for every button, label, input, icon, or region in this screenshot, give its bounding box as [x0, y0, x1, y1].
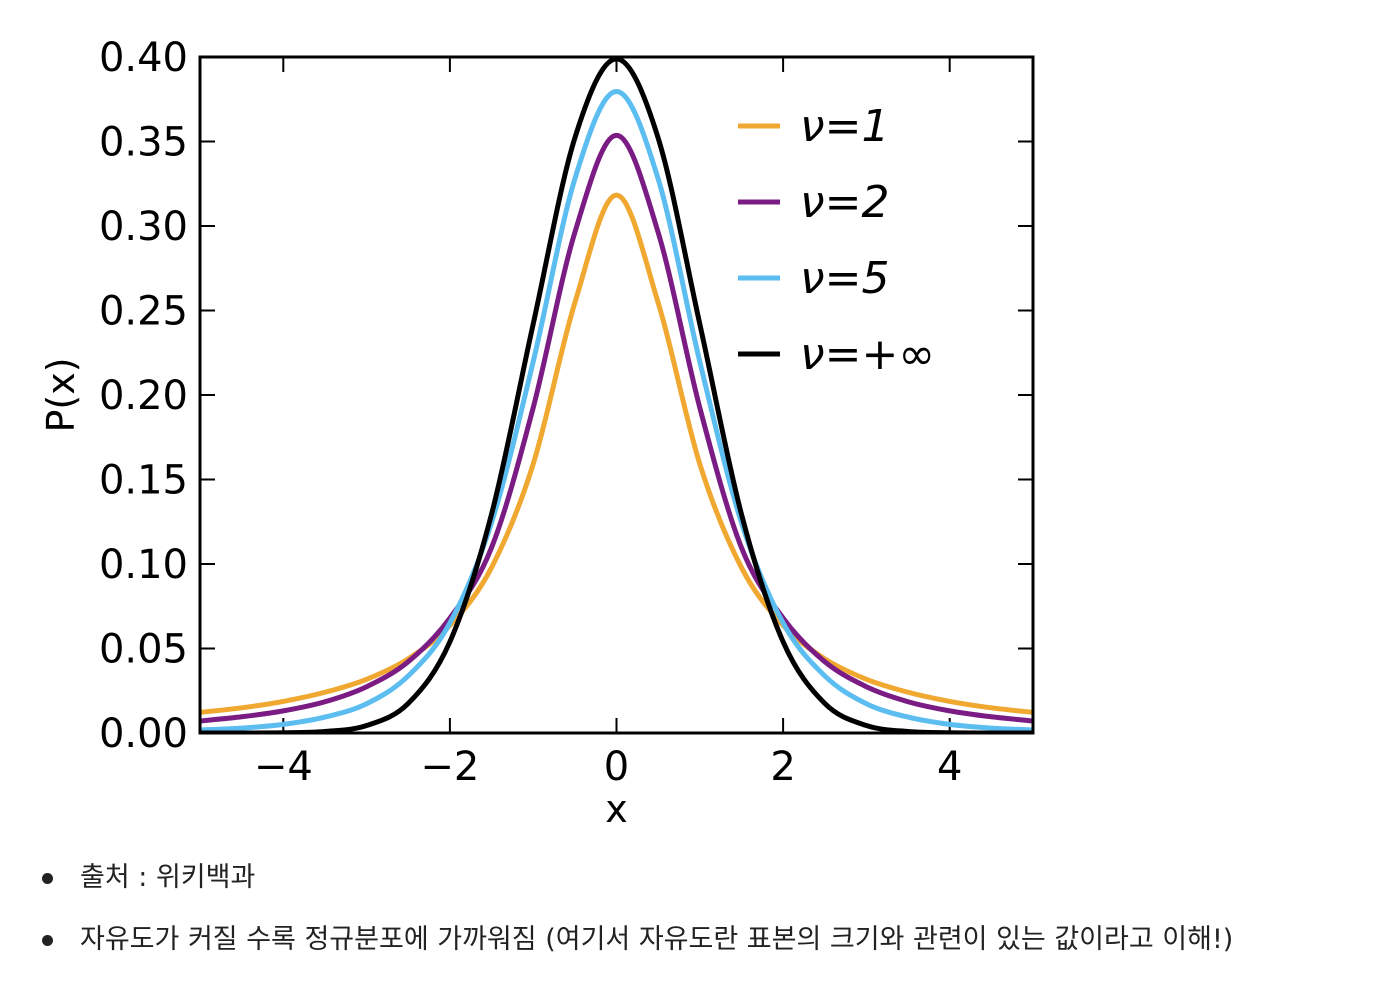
y-axis-label: P(x)	[39, 357, 83, 432]
y-tick-label: 0.35	[99, 120, 188, 166]
series-line-1	[200, 192, 1033, 715]
y-tick-label: 0.10	[99, 542, 188, 588]
axis-ticks	[200, 56, 1033, 734]
y-tick-label: 0.05	[99, 627, 188, 673]
y-tick-label: 0.25	[99, 289, 188, 335]
series-line-4	[200, 57, 1033, 733]
x-tick-label: 4	[937, 744, 962, 790]
legend-label: ν=+∞	[800, 329, 935, 380]
y-tick-label: 0.15	[99, 458, 188, 504]
legend-label: ν=1	[800, 101, 889, 152]
plot-frame	[198, 55, 1035, 735]
x-tick-label: −4	[254, 744, 313, 790]
x-tick-label: −2	[420, 744, 479, 790]
x-axis-label: x	[605, 787, 628, 831]
degrees-of-freedom-note: 자유도가 커질 수록 정규분포에 가까워짐 (여기서 자유도란 표본의 크기와 …	[40, 920, 1360, 960]
legend: ν=1 ν=2 ν=5 ν=+∞	[738, 101, 935, 380]
x-tick-label: 2	[770, 744, 795, 790]
series-line-3	[200, 88, 1033, 733]
y-tick-label: 0.00	[99, 711, 188, 757]
y-tick-label: 0.20	[99, 373, 188, 419]
y-tick-label: 0.30	[99, 204, 188, 250]
series-layer	[200, 57, 1033, 733]
tick-labels: −4 −2 0 2 4 0.00 0.05 0.10 0.15 0.20 0.25 0.30 0.35 0…	[99, 35, 962, 790]
source-note: 출처 : 위키백과	[40, 858, 1360, 898]
y-tick-label: 0.40	[99, 35, 188, 81]
x-tick-label: 0	[604, 744, 629, 790]
legend-label: ν=2	[800, 177, 889, 228]
series-line-2	[200, 132, 1033, 724]
legend-label: ν=5	[800, 253, 889, 304]
t-distribution-chart: −4 −2 0 2 4 0.00 0.05 0.10 0.15 0.20 0.25 0.30 0.35 0…	[39, 35, 1035, 831]
notes-list: 출처 : 위키백과 자유도가 커질 수록 정규분포에 가까워짐 (여기서 자유도…	[40, 858, 1360, 982]
